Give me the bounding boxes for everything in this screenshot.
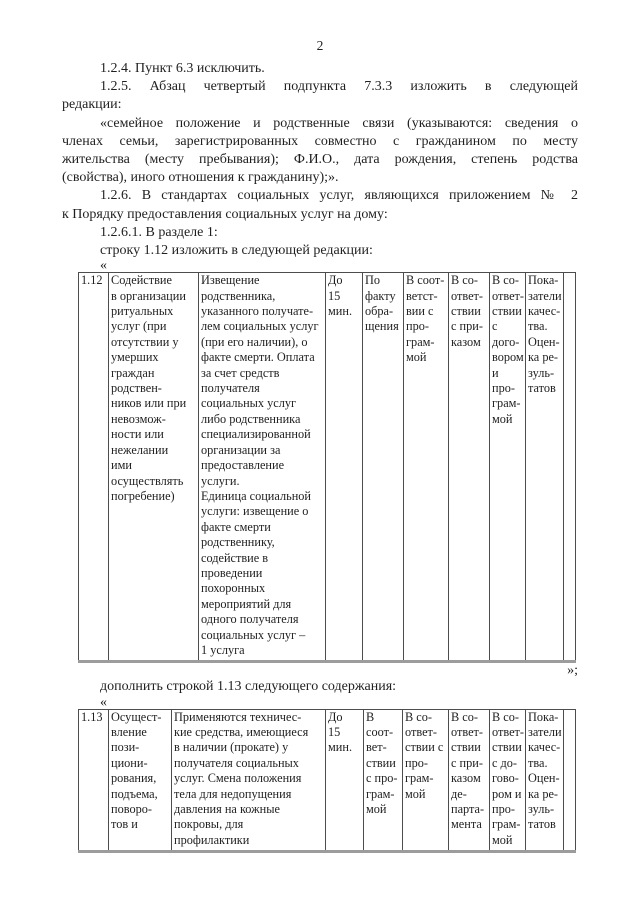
- paragraph-1-2-6-line-1: 1.2.6. В стандартах социальных услуг, яв…: [100, 188, 578, 204]
- standards-table-row-1-12: 1.12 Содействие в организации ритуальных…: [78, 272, 576, 664]
- cell-duration: До 15 мин.: [325, 272, 363, 663]
- opening-quote-mark-2: «: [100, 694, 107, 710]
- cell-periodicity: В соот- вет- ствии с про- грам- мой: [363, 708, 403, 853]
- cell-duration: До 15 мин.: [325, 708, 364, 853]
- cell-service-description: Применяются техничес- кие средства, имею…: [171, 708, 326, 853]
- cell-service-name: Осущест- вление пози- циони- рования, по…: [108, 708, 172, 853]
- cell-periodicity: По факту обра- щения: [362, 272, 404, 663]
- cell-per-contract: В со- ответ- ствии с дого- вором и про- …: [489, 272, 526, 663]
- cell-empty: [563, 708, 576, 853]
- cell-per-contract: В со- ответ- ствии с до- гово- ром и про…: [489, 708, 526, 853]
- closing-quote-mark-1: »;: [567, 663, 578, 679]
- cell-per-order: В со- ответ- ствии с при- казом: [448, 272, 490, 663]
- paragraph-row-1-12-intro: строку 1.12 изложить в следующей редакци…: [100, 243, 373, 259]
- quoted-wording-line-4: (свойства), иного отношения к гражданину…: [62, 170, 339, 186]
- standards-table-row-1-13: 1.13 Осущест- вление пози- циони- ровани…: [78, 708, 576, 854]
- paragraph-1-2-5-line-1: 1.2.5. Абзац четвертый подпункта 7.3.3 и…: [100, 79, 578, 95]
- cell-per-program: В со- ответ- ствии с про- грам- мой: [402, 708, 449, 853]
- paragraph-1-2-4: 1.2.4. Пункт 6.3 исключить.: [100, 61, 265, 76]
- paragraph-1-2-6-1: 1.2.6.1. В разделе 1:: [100, 224, 218, 240]
- table-row: 1.12 Содействие в организации ритуальных…: [78, 272, 576, 663]
- cell-per-program: В соот- ветст- вии с про- грам- мой: [403, 272, 449, 663]
- cell-service-description: Извещение родственника, указанного получ…: [198, 272, 326, 663]
- cell-quality-indicators: Пока- затели качес- тва. Оцен- ка ре- зу…: [525, 708, 564, 853]
- cell-empty: [563, 272, 576, 663]
- cell-row-number: 1.12: [78, 272, 109, 663]
- cell-service-name: Содействие в организации ритуальных услу…: [108, 272, 199, 663]
- quoted-wording-line-2: членах семьи, зарегистрированных совмест…: [62, 133, 578, 149]
- paragraph-row-1-13-intro: дополнить строкой 1.13 следующего содерж…: [100, 679, 397, 695]
- opening-quote-mark-1: «: [100, 258, 107, 274]
- cell-per-order: В со- ответ- ствии с при- казом де- парт…: [448, 708, 490, 853]
- paragraph-1-2-5-line-2: редакции:: [62, 97, 122, 113]
- cell-quality-indicators: Пока- затели качес- тва. Оцен- ка ре- зу…: [525, 272, 564, 663]
- quoted-wording-line-3: жительства (месту пребывания); Ф.И.О., д…: [62, 152, 578, 168]
- page-number: 2: [316, 38, 324, 53]
- quoted-wording-line-1: «семейное положение и родственные связи …: [100, 115, 578, 131]
- cell-row-number: 1.13: [78, 708, 109, 853]
- text-block: 2 1.2.4. Пункт 6.3 исключить. 1.2.5. Абз…: [62, 36, 578, 854]
- paragraph-1-2-6-line-2: к Порядку предоставления социальных услу…: [62, 206, 388, 222]
- table-row: 1.13 Осущест- вление пози- циони- ровани…: [78, 708, 576, 853]
